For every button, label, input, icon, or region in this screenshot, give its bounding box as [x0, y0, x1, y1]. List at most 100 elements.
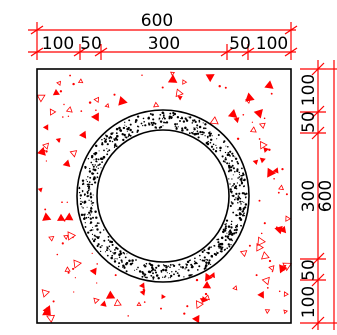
concrete-dot [97, 164, 99, 166]
top-dimension-chain [28, 44, 298, 60]
concrete-dot [231, 191, 233, 194]
concrete-dot [170, 116, 173, 119]
concrete-dot [84, 167, 87, 170]
concrete-dot [172, 111, 175, 115]
concrete-dot [95, 235, 97, 238]
concrete-dot [94, 164, 96, 166]
concrete-dot [155, 266, 158, 269]
concrete-dot [79, 202, 83, 206]
concrete-dot [169, 263, 172, 266]
aggregate-speck [263, 147, 269, 153]
concrete-dot [243, 201, 245, 203]
concrete-dot [88, 199, 90, 201]
concrete-dot [118, 262, 121, 265]
concrete-dot [94, 144, 98, 148]
concrete-dot [81, 190, 84, 193]
concrete-dot [206, 135, 209, 138]
aggregate-hatch [36, 71, 293, 324]
concrete-dot [89, 229, 91, 232]
aggregate-speck [100, 300, 107, 307]
aggregate-speck [202, 281, 212, 289]
aggregate-speck [59, 90, 63, 93]
concrete-dot [93, 181, 97, 184]
concrete-dot [106, 246, 108, 248]
aggregate-speck [61, 201, 63, 204]
concrete-dot [235, 192, 238, 196]
concrete-dot [230, 226, 233, 229]
concrete-dot [89, 192, 92, 194]
concrete-dot [165, 264, 167, 267]
outer-square [36, 68, 292, 324]
concrete-dot [234, 156, 236, 158]
aggregate-speck [167, 74, 178, 83]
concrete-dot [151, 268, 155, 271]
concrete-dot [201, 133, 204, 136]
right-seg-label-3: 300 [299, 180, 319, 212]
concrete-dot [83, 183, 85, 185]
concrete-dot [79, 194, 82, 197]
concrete-dot [201, 259, 204, 262]
concrete-dot [242, 207, 245, 211]
concrete-dot [237, 214, 239, 217]
concrete-dot [195, 126, 197, 128]
concrete-dot [94, 238, 97, 241]
concrete-dot [206, 251, 208, 254]
concrete-dot [196, 130, 199, 133]
aggregate-speck [72, 267, 75, 270]
concrete-dot [93, 234, 96, 237]
concrete-dot [127, 262, 129, 264]
concrete-dot [198, 119, 201, 122]
concrete-dot [185, 266, 188, 269]
aggregate-speck [218, 85, 221, 88]
concrete-dot [196, 132, 200, 135]
right-seg-label-5: 100 [299, 286, 319, 318]
concrete-dot [179, 120, 181, 122]
concrete-dot [81, 201, 84, 203]
inner-circle [96, 129, 230, 263]
concrete-dot [131, 262, 134, 265]
concrete-dot [109, 250, 112, 253]
concrete-dot [228, 153, 231, 156]
concrete-dot [122, 251, 125, 254]
concrete-dot [219, 149, 222, 152]
aggregate-speck [268, 148, 271, 152]
concrete-dot [84, 194, 86, 197]
concrete-dot [89, 167, 91, 170]
concrete-dot [119, 129, 123, 132]
concrete-dot [116, 247, 119, 250]
concrete-dot [81, 179, 85, 182]
concrete-dot [109, 240, 112, 243]
concrete-dot [87, 231, 90, 234]
concrete-dot [123, 266, 126, 269]
aggregate-speck [52, 88, 60, 96]
concrete-dot [176, 128, 178, 129]
concrete-dot [237, 162, 240, 165]
aggregate-speck [96, 282, 98, 284]
concrete-dot [191, 122, 194, 124]
concrete-dot [224, 227, 227, 230]
aggregate-speck [266, 287, 269, 289]
concrete-dot [227, 225, 231, 228]
concrete-dot [107, 235, 110, 238]
concrete-dot [199, 130, 202, 134]
concrete-dot [227, 237, 230, 240]
aggregate-speck [182, 79, 188, 85]
concrete-dot [217, 133, 220, 137]
concrete-dot [194, 257, 196, 260]
concrete-dot [141, 275, 144, 278]
concrete-dot [228, 178, 230, 180]
aggregate-speck [64, 266, 71, 272]
concrete-dot [92, 194, 94, 196]
aggregate-speck [127, 315, 129, 317]
concrete-dot [135, 259, 137, 261]
concrete-dot [93, 159, 95, 161]
concrete-dot [174, 123, 177, 126]
concrete-dot [207, 140, 209, 143]
concrete-dot [118, 126, 121, 130]
aggregate-speck [260, 251, 270, 260]
aggregate-speck [72, 82, 75, 86]
concrete-dot [237, 223, 238, 225]
concrete-dot [228, 162, 230, 164]
concrete-dot [87, 189, 90, 192]
right-seg-label-2: 50 [299, 111, 319, 133]
